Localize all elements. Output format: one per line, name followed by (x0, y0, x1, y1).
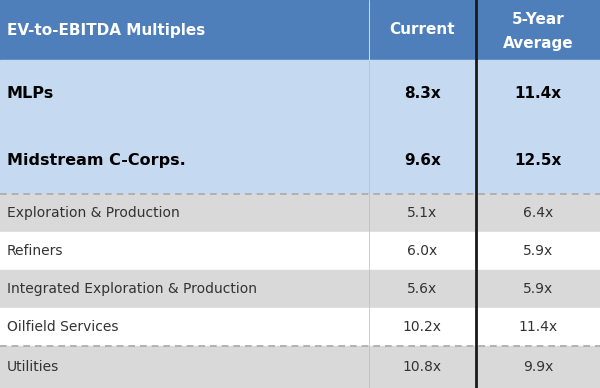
Text: Oilfield Services: Oilfield Services (7, 320, 119, 334)
Text: Exploration & Production: Exploration & Production (7, 206, 180, 220)
Bar (0, 232, 476, 270)
Bar (476, 60, 600, 127)
Bar (0, 270, 476, 308)
Bar (476, 346, 600, 388)
Text: 11.4x: 11.4x (518, 320, 557, 334)
Bar (0, 194, 476, 232)
Bar (0, 346, 476, 388)
Bar (0, 60, 476, 127)
Bar (0, 0, 600, 60)
Text: 6.0x: 6.0x (407, 244, 437, 258)
Text: Current: Current (389, 23, 455, 38)
Bar (0, 308, 476, 346)
Text: 9.6x: 9.6x (404, 153, 441, 168)
Text: 11.4x: 11.4x (514, 86, 562, 101)
Text: Refiners: Refiners (7, 244, 64, 258)
Text: 6.4x: 6.4x (523, 206, 553, 220)
Text: MLPs: MLPs (7, 86, 54, 101)
Text: Average: Average (503, 36, 573, 51)
Text: 5.6x: 5.6x (407, 282, 437, 296)
Bar (0, 127, 476, 194)
Text: 5-Year: 5-Year (512, 12, 564, 27)
Bar (476, 270, 600, 308)
Text: 5.1x: 5.1x (407, 206, 437, 220)
Text: EV-to-EBITDA Multiples: EV-to-EBITDA Multiples (7, 23, 205, 38)
Text: 5.9x: 5.9x (523, 282, 553, 296)
Bar (476, 232, 600, 270)
Text: Integrated Exploration & Production: Integrated Exploration & Production (7, 282, 257, 296)
Text: Utilities: Utilities (7, 360, 59, 374)
Text: 9.9x: 9.9x (523, 360, 553, 374)
Text: 8.3x: 8.3x (404, 86, 441, 101)
Text: 12.5x: 12.5x (514, 153, 562, 168)
Bar (476, 194, 600, 232)
Text: Midstream C-Corps.: Midstream C-Corps. (7, 153, 186, 168)
Bar (476, 308, 600, 346)
Text: 10.2x: 10.2x (403, 320, 442, 334)
Text: 5.9x: 5.9x (523, 244, 553, 258)
Text: 10.8x: 10.8x (403, 360, 442, 374)
Bar (476, 127, 600, 194)
